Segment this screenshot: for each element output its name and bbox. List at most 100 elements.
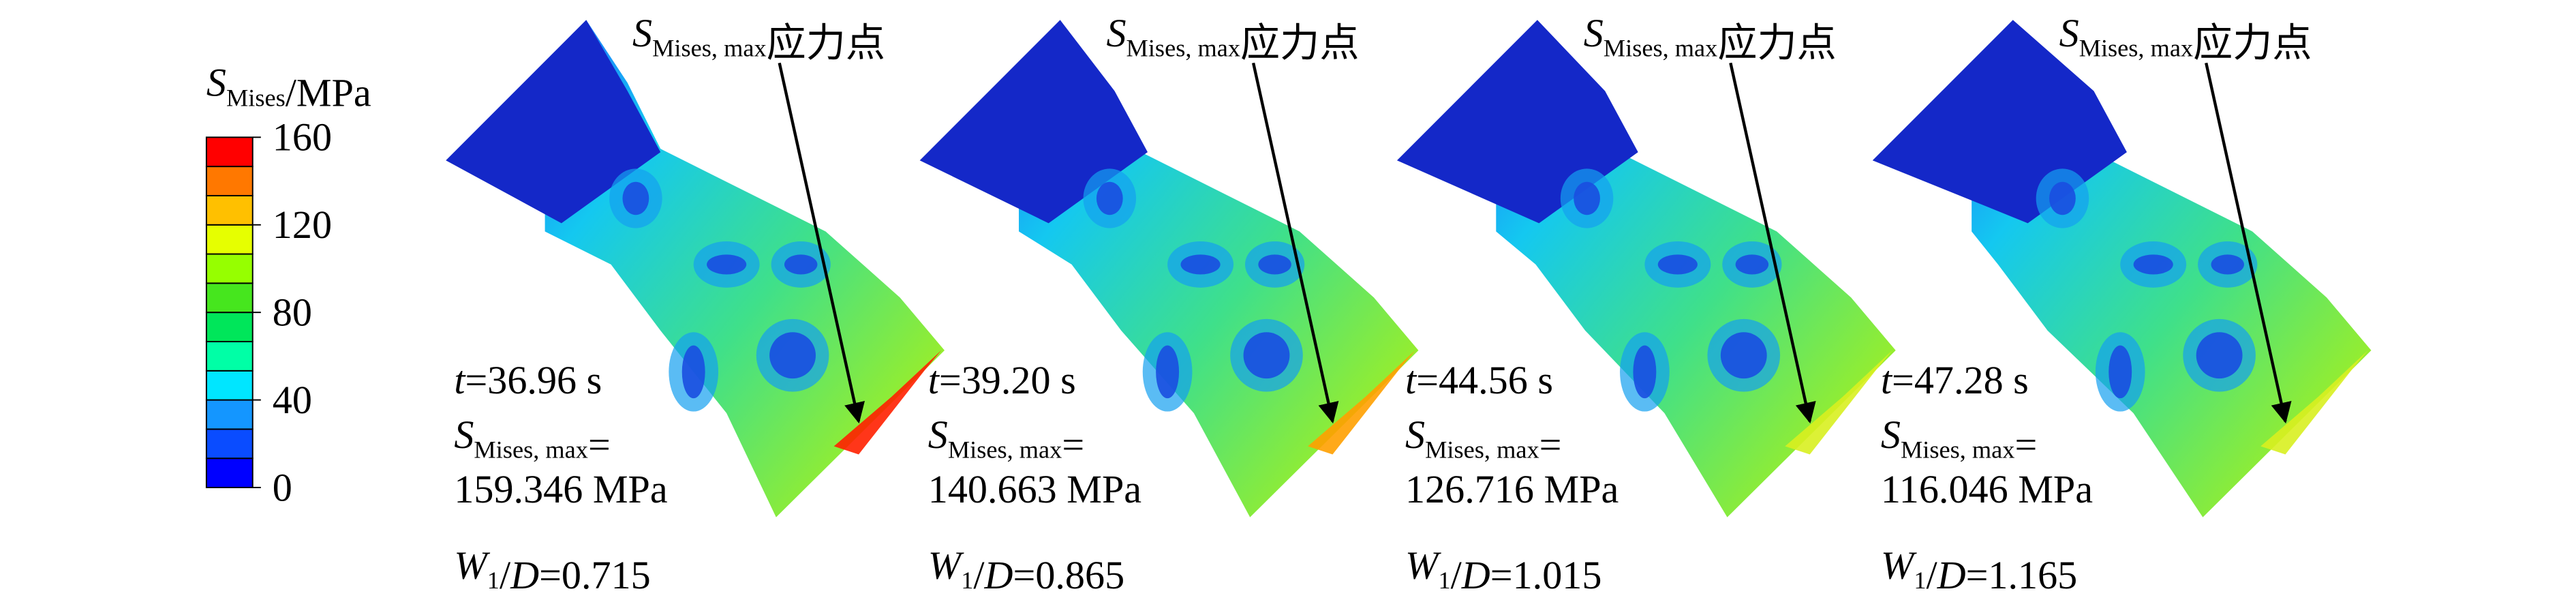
text-part: /MPa — [286, 70, 371, 115]
text-part: Mises, max — [652, 35, 767, 62]
ratio-label: W1/D=0.715 — [454, 543, 650, 597]
text-part: t — [928, 358, 940, 402]
text-part: =1.015 — [1490, 553, 1602, 597]
text-part: = — [2014, 422, 2037, 466]
text-part: =0.865 — [1013, 553, 1125, 597]
stress-value: 126.716 MPa — [1405, 467, 1619, 511]
colorbar-cell — [205, 341, 254, 372]
contour-blob — [2196, 332, 2243, 379]
time-label: t=44.56 s — [1405, 358, 1553, 402]
text-part: W — [454, 543, 490, 587]
text-part: S — [206, 61, 226, 105]
pointer-label: SMises, max应力点 — [2059, 11, 2312, 65]
text-part: = — [1539, 422, 1562, 466]
text-part: / — [973, 553, 985, 597]
text-part: Mises, max — [1425, 436, 1539, 463]
contour-blob — [1633, 345, 1657, 399]
text-part: S — [1881, 412, 1901, 457]
stress-label: SMises, max= — [454, 412, 610, 467]
contour-blob — [1156, 345, 1180, 399]
text-part: S — [454, 412, 474, 457]
colorbar-cell — [205, 428, 254, 460]
pointer-arrow — [1729, 62, 1816, 424]
text-part: Mises, max — [1604, 35, 1718, 62]
colorbar-cell — [205, 166, 254, 196]
text-part: =0.715 — [539, 553, 651, 597]
text-part: 126.716 MPa — [1405, 467, 1619, 511]
plate-top — [919, 20, 1148, 224]
contour-plot — [1396, 20, 1896, 518]
legend-title: SMises/MPa — [206, 61, 371, 115]
colorbar-tick-label: 120 — [273, 202, 332, 247]
text-part: S — [1584, 11, 1604, 55]
hot-edge — [833, 350, 942, 455]
text-part: S — [928, 412, 948, 457]
text-part: Mises, max — [948, 436, 1062, 463]
text-part: =44.56 s — [1416, 358, 1553, 402]
colorbar-cell — [205, 282, 254, 314]
colorbar-tick-label: 80 — [273, 290, 312, 335]
text-part: S — [632, 11, 652, 55]
text-part: 140.663 MPa — [928, 467, 1142, 511]
colorbar-cell — [205, 253, 254, 284]
text-part: / — [500, 553, 511, 597]
text-part: 应力点 — [1240, 21, 1359, 65]
text-part: 1 — [1914, 567, 1926, 594]
stress-label: SMises, max= — [928, 412, 1084, 467]
hot-edge — [1308, 350, 1415, 455]
hot-edge — [1785, 350, 1892, 455]
text-part: 116.046 MPa — [1881, 467, 2093, 511]
colorbar-tick-label: 40 — [273, 378, 312, 422]
ratio-label: W1/D=1.165 — [1881, 543, 2077, 597]
contour-plot — [446, 20, 945, 518]
text-part: D — [984, 553, 1013, 597]
contour-plot — [1872, 20, 2372, 518]
text-part: =47.28 s — [1892, 358, 2029, 402]
contour-blob — [2133, 254, 2173, 275]
text-part: Mises — [226, 84, 286, 111]
text-part: Mises, max — [1901, 436, 2015, 463]
text-part: 应力点 — [2193, 21, 2312, 65]
time-label: t=47.28 s — [1881, 358, 2029, 402]
text-part: 1 — [961, 567, 973, 594]
contour-blob — [769, 332, 816, 379]
stress-value: 140.663 MPa — [928, 467, 1142, 511]
stress-value: 116.046 MPa — [1881, 467, 2093, 511]
colorbar-cell — [205, 224, 254, 255]
text-part: = — [588, 422, 611, 466]
colorbar-tick-label: 160 — [273, 115, 332, 160]
text-part: D — [1461, 553, 1490, 597]
time-label: t=39.20 s — [928, 358, 1076, 402]
pointer-arrow — [2205, 62, 2292, 424]
stress-label: SMises, max= — [1881, 412, 2037, 467]
text-part: t — [1881, 358, 1893, 402]
contour-blob — [2109, 345, 2132, 399]
pointer-arrow — [778, 62, 865, 424]
contour-blob — [707, 254, 747, 275]
colorbar-cell — [205, 194, 254, 226]
pointer-label: SMises, max应力点 — [1584, 11, 1837, 65]
pointer-label: SMises, max应力点 — [632, 11, 885, 65]
text-part: t — [1405, 358, 1417, 402]
text-part: S — [2059, 11, 2079, 55]
colorbar-tick-label: 0 — [273, 465, 292, 509]
text-part: W — [1881, 543, 1917, 587]
stress-value: 159.346 MPa — [454, 467, 668, 511]
ratio-label: W1/D=0.865 — [928, 543, 1124, 597]
text-part: =1.165 — [1966, 553, 2078, 597]
text-part: Mises, max — [2079, 35, 2194, 62]
contour-blob — [784, 254, 818, 275]
text-part: =36.96 s — [465, 358, 602, 402]
ratio-label: W1/D=1.015 — [1405, 543, 1601, 597]
hot-edge — [2260, 350, 2368, 455]
contour-blob — [1096, 181, 1123, 215]
plate-top — [446, 20, 661, 224]
colorbar-cell — [205, 136, 254, 168]
contour-blob — [1574, 181, 1600, 215]
text-part: / — [1451, 553, 1462, 597]
text-part: W — [1405, 543, 1441, 587]
text-part: Mises, max — [474, 436, 588, 463]
text-part: = — [1062, 422, 1084, 466]
